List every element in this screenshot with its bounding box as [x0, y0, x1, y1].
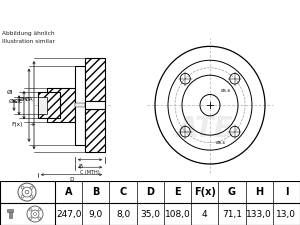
Text: I: I — [285, 187, 288, 197]
Text: 409137: 409137 — [208, 8, 260, 21]
Text: Ø8,6: Ø8,6 — [216, 141, 226, 145]
Bar — [7, 209, 13, 212]
Text: C: C — [119, 187, 127, 197]
Text: 9,0: 9,0 — [89, 209, 103, 218]
Text: Illustration similar: Illustration similar — [2, 39, 55, 44]
Text: 133,0: 133,0 — [246, 209, 272, 218]
Text: ØG: ØG — [9, 98, 18, 104]
Bar — [85, 58, 105, 101]
Text: F(x): F(x) — [194, 187, 216, 197]
Text: 13,0: 13,0 — [276, 209, 296, 218]
Bar — [85, 110, 105, 152]
Bar — [85, 101, 105, 110]
Bar — [38, 92, 60, 118]
Text: B: B — [78, 164, 82, 169]
Text: 71,1: 71,1 — [222, 209, 242, 218]
Text: 35,0: 35,0 — [140, 209, 160, 218]
Text: 8,0: 8,0 — [116, 209, 130, 218]
Text: G: G — [228, 187, 236, 197]
Text: C (MTH): C (MTH) — [80, 170, 100, 176]
Text: Ø5,6: Ø5,6 — [221, 89, 231, 93]
Text: ØI: ØI — [7, 90, 13, 94]
Bar — [75, 66, 85, 145]
Bar — [38, 97, 47, 114]
Bar — [75, 103, 85, 107]
Text: 247,0: 247,0 — [56, 209, 81, 218]
Text: Abbildung ähnlich: Abbildung ähnlich — [2, 32, 55, 36]
Text: 24.0109-0137.1: 24.0109-0137.1 — [65, 8, 175, 21]
Text: ØH: ØH — [19, 97, 28, 102]
Text: ØE: ØE — [15, 98, 23, 104]
Text: ATE: ATE — [177, 115, 233, 143]
Text: ØA: ØA — [24, 97, 33, 102]
Text: D: D — [146, 187, 154, 197]
Text: 4: 4 — [202, 209, 208, 218]
Text: D: D — [69, 177, 74, 182]
Bar — [47, 88, 75, 122]
Text: 108,0: 108,0 — [165, 209, 190, 218]
Text: E: E — [174, 187, 181, 197]
Text: H: H — [255, 187, 263, 197]
Text: B: B — [92, 187, 100, 197]
Text: A: A — [65, 187, 72, 197]
Bar — [8, 212, 11, 218]
Text: F(x): F(x) — [11, 122, 22, 127]
